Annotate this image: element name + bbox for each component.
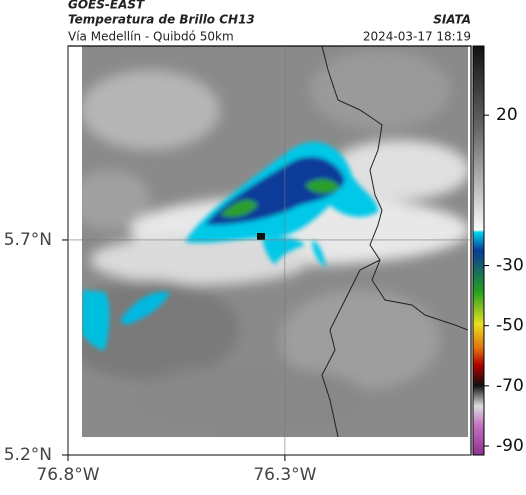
boundary [321, 259, 381, 437]
title: GOES-EAST [68, 0, 145, 12]
cold-core [257, 233, 265, 240]
x-tick-label: 76.8°W [36, 465, 99, 485]
boundary [321, 46, 468, 331]
colorbar-tick-label: 20 [496, 105, 518, 125]
y-tick-label: 5.2°N [4, 445, 52, 465]
colorbar-tick-label: -70 [496, 376, 524, 396]
colorbar-tick-label: -50 [496, 316, 524, 336]
colorbar-tick-label: -90 [496, 436, 524, 456]
source: SIATA [433, 13, 471, 27]
subtitle: Temperatura de Brillo CH13 [68, 13, 255, 27]
timestamp: 2024-03-17 18:19 [363, 30, 471, 44]
colorbar [472, 45, 485, 456]
axes: 5.7°N 5.2°N76.8°W 76.3°W 20 -30 -50 -70 -90 [4, 46, 524, 485]
satellite-image [82, 46, 468, 437]
x-tick-label: 76.3°W [253, 465, 316, 485]
y-tick-label: 5.7°N [4, 230, 52, 250]
location: Vía Medellín - Quibdó 50km [68, 30, 234, 44]
colorbar-tick-label: -30 [496, 256, 524, 276]
